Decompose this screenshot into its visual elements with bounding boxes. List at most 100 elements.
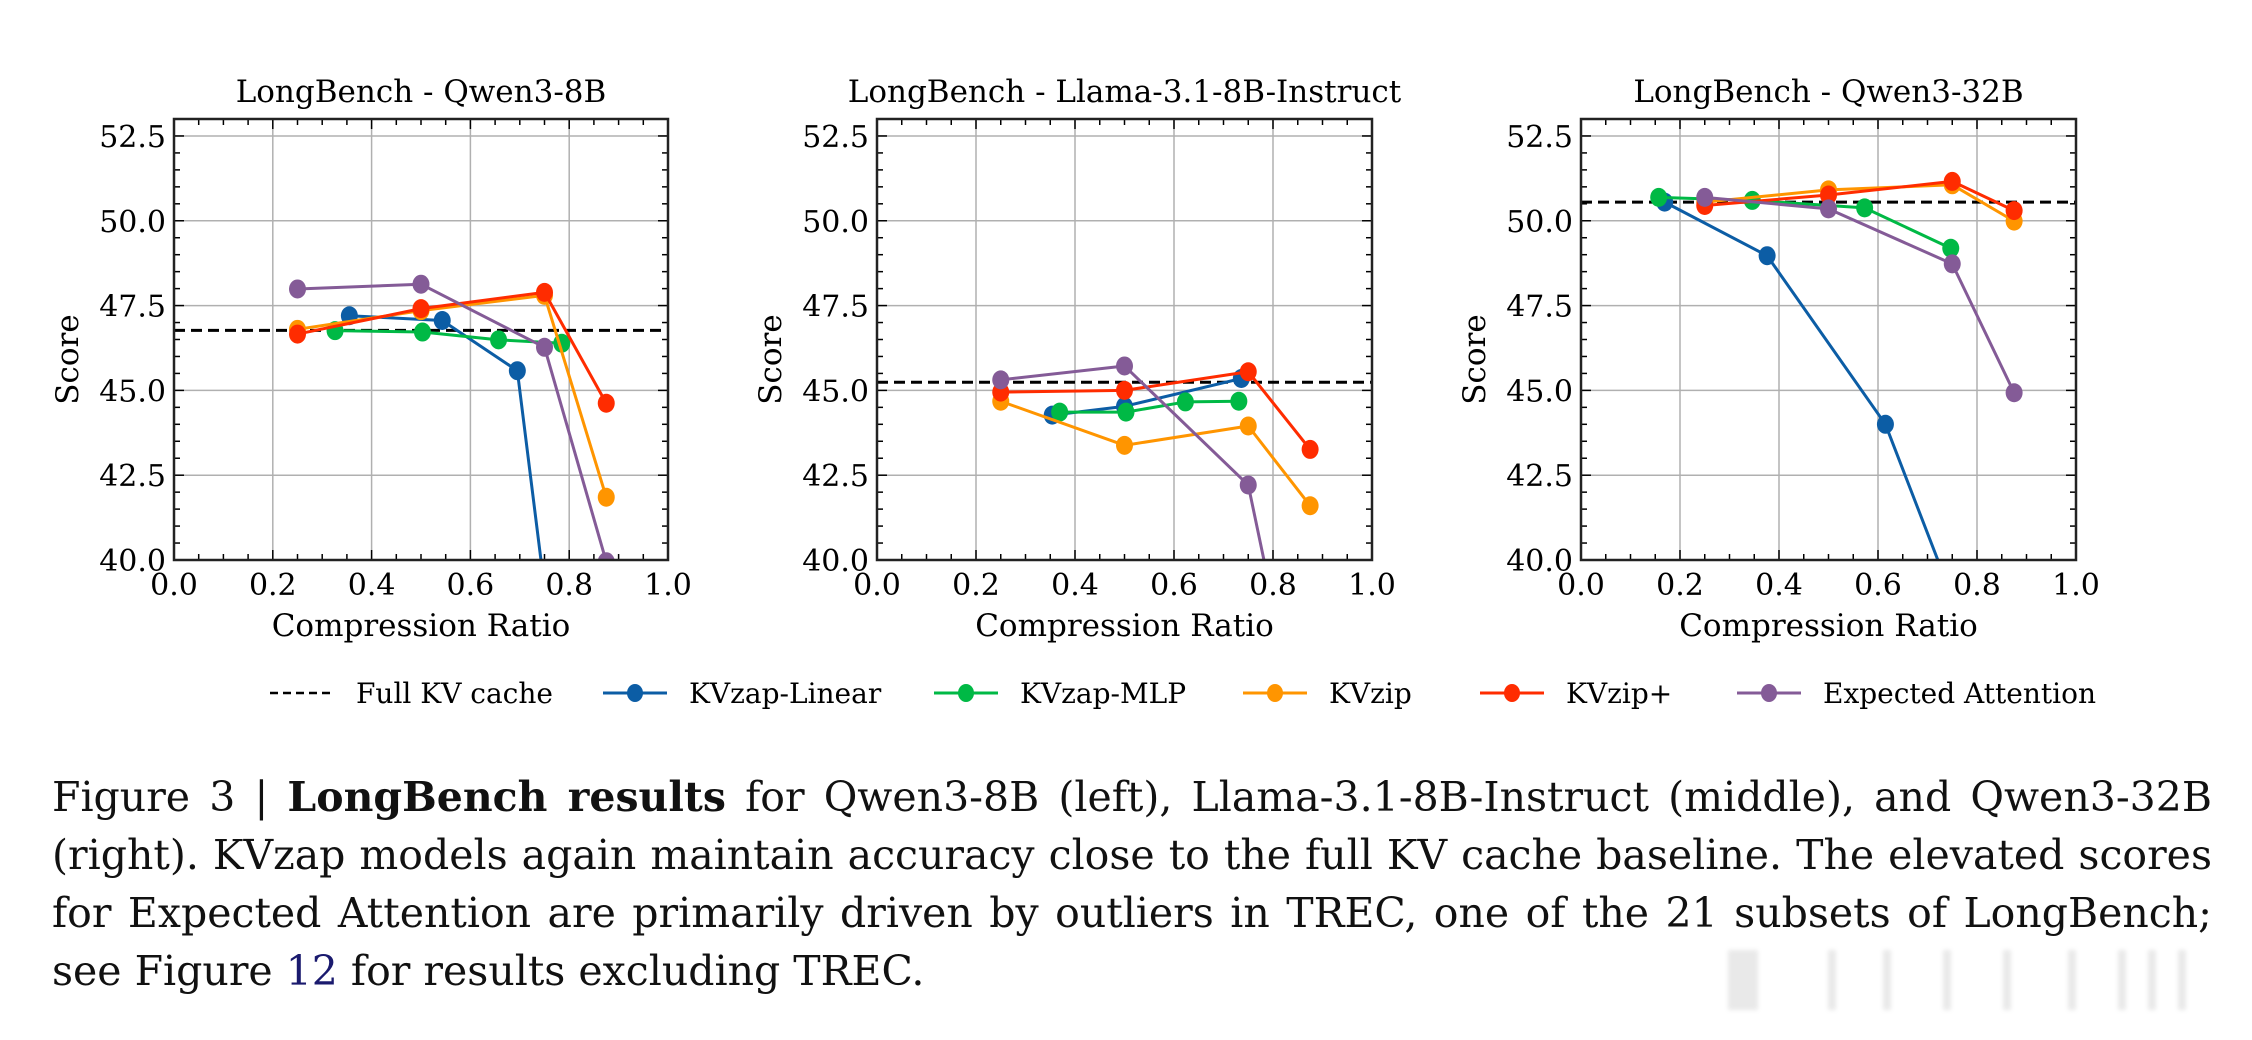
legend: Full KV cache KVzap-Linear KVzap-MLP KVzip K… <box>270 677 2096 710</box>
data-point-kvzap-mlp <box>1942 238 1960 258</box>
figure-3: 0.0 0.2 0.4 0.6 0.8 1.0 40.0 42.5 45.0 47.5 50.0 52… <box>50 74 2100 710</box>
legend-swatch-marker <box>1761 684 1777 702</box>
series-line-kvzap-linear <box>1663 200 1940 560</box>
y-tick-label: 52.5 <box>99 120 166 155</box>
y-axis-label: Score <box>1457 314 1493 404</box>
caption-text-part2: for results excluding TREC. <box>337 947 925 995</box>
data-point-kvzip <box>1239 416 1257 436</box>
caption-label: Figure 3 <box>52 773 236 821</box>
legend-label: Expected Attention <box>1823 677 2096 710</box>
axes-frame <box>875 117 1374 562</box>
data-point-kvzip <box>1239 362 1257 382</box>
series-line-kvzip <box>1000 370 1312 451</box>
y-tick-label: 50.0 <box>802 205 869 240</box>
data-point-expected-attention <box>1696 187 1714 207</box>
y-tick-label: 47.5 <box>99 290 166 325</box>
x-tick-label: 1.0 <box>2052 568 2100 603</box>
y-tick-label: 42.5 <box>99 459 166 494</box>
data-point-kvzap-mlp <box>1650 187 1668 207</box>
data-point-expected-attention <box>992 370 1010 390</box>
y-tick-label: 42.5 <box>1506 459 1573 494</box>
x-tick-label: 0.0 <box>853 568 901 603</box>
watermark <box>1708 950 2188 1010</box>
y-tick-label: 45.0 <box>802 374 869 409</box>
caption-bold-title: LongBench results <box>287 773 726 821</box>
data-point-kvzap-linear <box>508 361 526 381</box>
x-tick-label: 0.6 <box>1150 568 1198 603</box>
data-point-expected-attention <box>1820 199 1837 219</box>
chart-panel-2: 0.0 0.2 0.4 0.6 0.8 1.0 40.0 42.5 45.0 47.5 50.0 52… <box>753 74 1402 644</box>
caption-separator: | <box>254 773 269 821</box>
data-point-kvzap-mlp <box>1176 392 1194 412</box>
x-axis-label: Compression Ratio <box>272 608 571 644</box>
x-tick-label: 0.4 <box>348 568 396 603</box>
data-point-kvzip <box>412 299 430 319</box>
axes-frame <box>172 117 670 562</box>
chart-panel-1: 0.0 0.2 0.4 0.6 0.8 1.0 40.0 42.5 45.0 47.5 50.0 52… <box>50 74 692 644</box>
y-axis-label: Score <box>50 314 86 404</box>
data-point-kvzip <box>1116 435 1133 455</box>
data-point-expected-attention <box>289 279 306 299</box>
data-point-kvzip <box>1943 171 1961 191</box>
legend-entry-kvzip: KVzip <box>1243 677 1412 710</box>
data-point-expected-attention <box>597 552 615 560</box>
series-line-kvzip <box>297 290 608 405</box>
legend-entry-kvzap-mlp: KVzap-MLP <box>934 677 1186 710</box>
data-point-expected-attention <box>1943 254 1961 274</box>
series-expected-attention <box>289 274 615 560</box>
series-line-kvzip <box>1704 179 2015 212</box>
data-point-expected-attention <box>1239 475 1257 495</box>
chart-title: LongBench - Qwen3-32B <box>1633 74 2023 110</box>
y-axis-label: Score <box>753 314 789 404</box>
series-line-expected-attention <box>1000 364 1266 560</box>
data-point-kvzip <box>1301 496 1319 516</box>
data-point-kvzip <box>289 324 306 344</box>
figure-reference-link[interactable]: 12 <box>285 947 338 995</box>
data-point-kvzap-mlp <box>490 330 508 350</box>
data-point-kvzip <box>1116 380 1133 400</box>
data-point-kvzip <box>597 393 615 413</box>
x-tick-label: 1.0 <box>644 568 692 603</box>
y-tick-label: 50.0 <box>1506 205 1573 240</box>
y-tick-label: 52.5 <box>1506 120 1573 155</box>
chart-title: LongBench - Qwen3-8B <box>236 74 607 110</box>
series-line-expected-attention <box>1704 195 2016 394</box>
series-line-kvzap-linear <box>349 314 543 560</box>
data-point-kvzip <box>2005 201 2023 221</box>
data-point-kvzip <box>536 282 553 302</box>
data-point-kvzap-mlp <box>1051 402 1069 422</box>
y-tick-label: 40.0 <box>99 544 166 579</box>
data-point-expected-attention <box>536 337 553 357</box>
data-point-kvzap-linear <box>1876 414 1894 434</box>
y-tick-label: 47.5 <box>1506 290 1573 325</box>
data-point-kvzap-mlp <box>413 322 431 342</box>
y-tick-label: 45.0 <box>99 374 166 409</box>
x-tick-label: 0.0 <box>1557 568 1605 603</box>
series-line-kvzap-mlp <box>335 329 562 345</box>
x-tick-label: 0.8 <box>1953 568 2001 603</box>
y-tick-label: 40.0 <box>1506 544 1573 579</box>
legend-label: KVzip+ <box>1566 677 1672 710</box>
x-tick-label: 0.8 <box>1249 568 1297 603</box>
data-point-expected-attention <box>1116 356 1133 376</box>
series-kvzip <box>289 282 615 413</box>
caption-text-part1: for Qwen3-8B (left), Llama-3.1-8B-Instru… <box>52 773 2212 995</box>
series-line-kvzap-mlp <box>1059 399 1239 414</box>
series-line-kvzip <box>1000 399 1312 507</box>
chart-panel-3: 0.0 0.2 0.4 0.6 0.8 1.0 40.0 42.5 45.0 47.5 50.0 52… <box>1457 74 2100 644</box>
data-point-kvzip <box>1301 439 1319 459</box>
y-tick-label: 52.5 <box>802 120 869 155</box>
data-point-kvzap-linear <box>1758 246 1776 266</box>
data-point-kvzap-mlp <box>1117 402 1135 422</box>
legend-label: Full KV cache <box>356 677 553 710</box>
y-tick-label: 40.0 <box>802 544 869 579</box>
legend-entry-expected-attention: Expected Attention <box>1737 677 2096 710</box>
x-tick-label: 0.8 <box>545 568 593 603</box>
legend-entry-full-kv-cache: Full KV cache <box>270 677 553 710</box>
x-axis-label: Compression Ratio <box>1679 608 1978 644</box>
legend-swatch-marker <box>958 684 974 702</box>
x-tick-label: 0.0 <box>150 568 198 603</box>
x-tick-label: 0.4 <box>1051 568 1099 603</box>
data-point-kvzip <box>1820 185 1837 205</box>
legend-label: KVzap-MLP <box>1020 677 1186 710</box>
